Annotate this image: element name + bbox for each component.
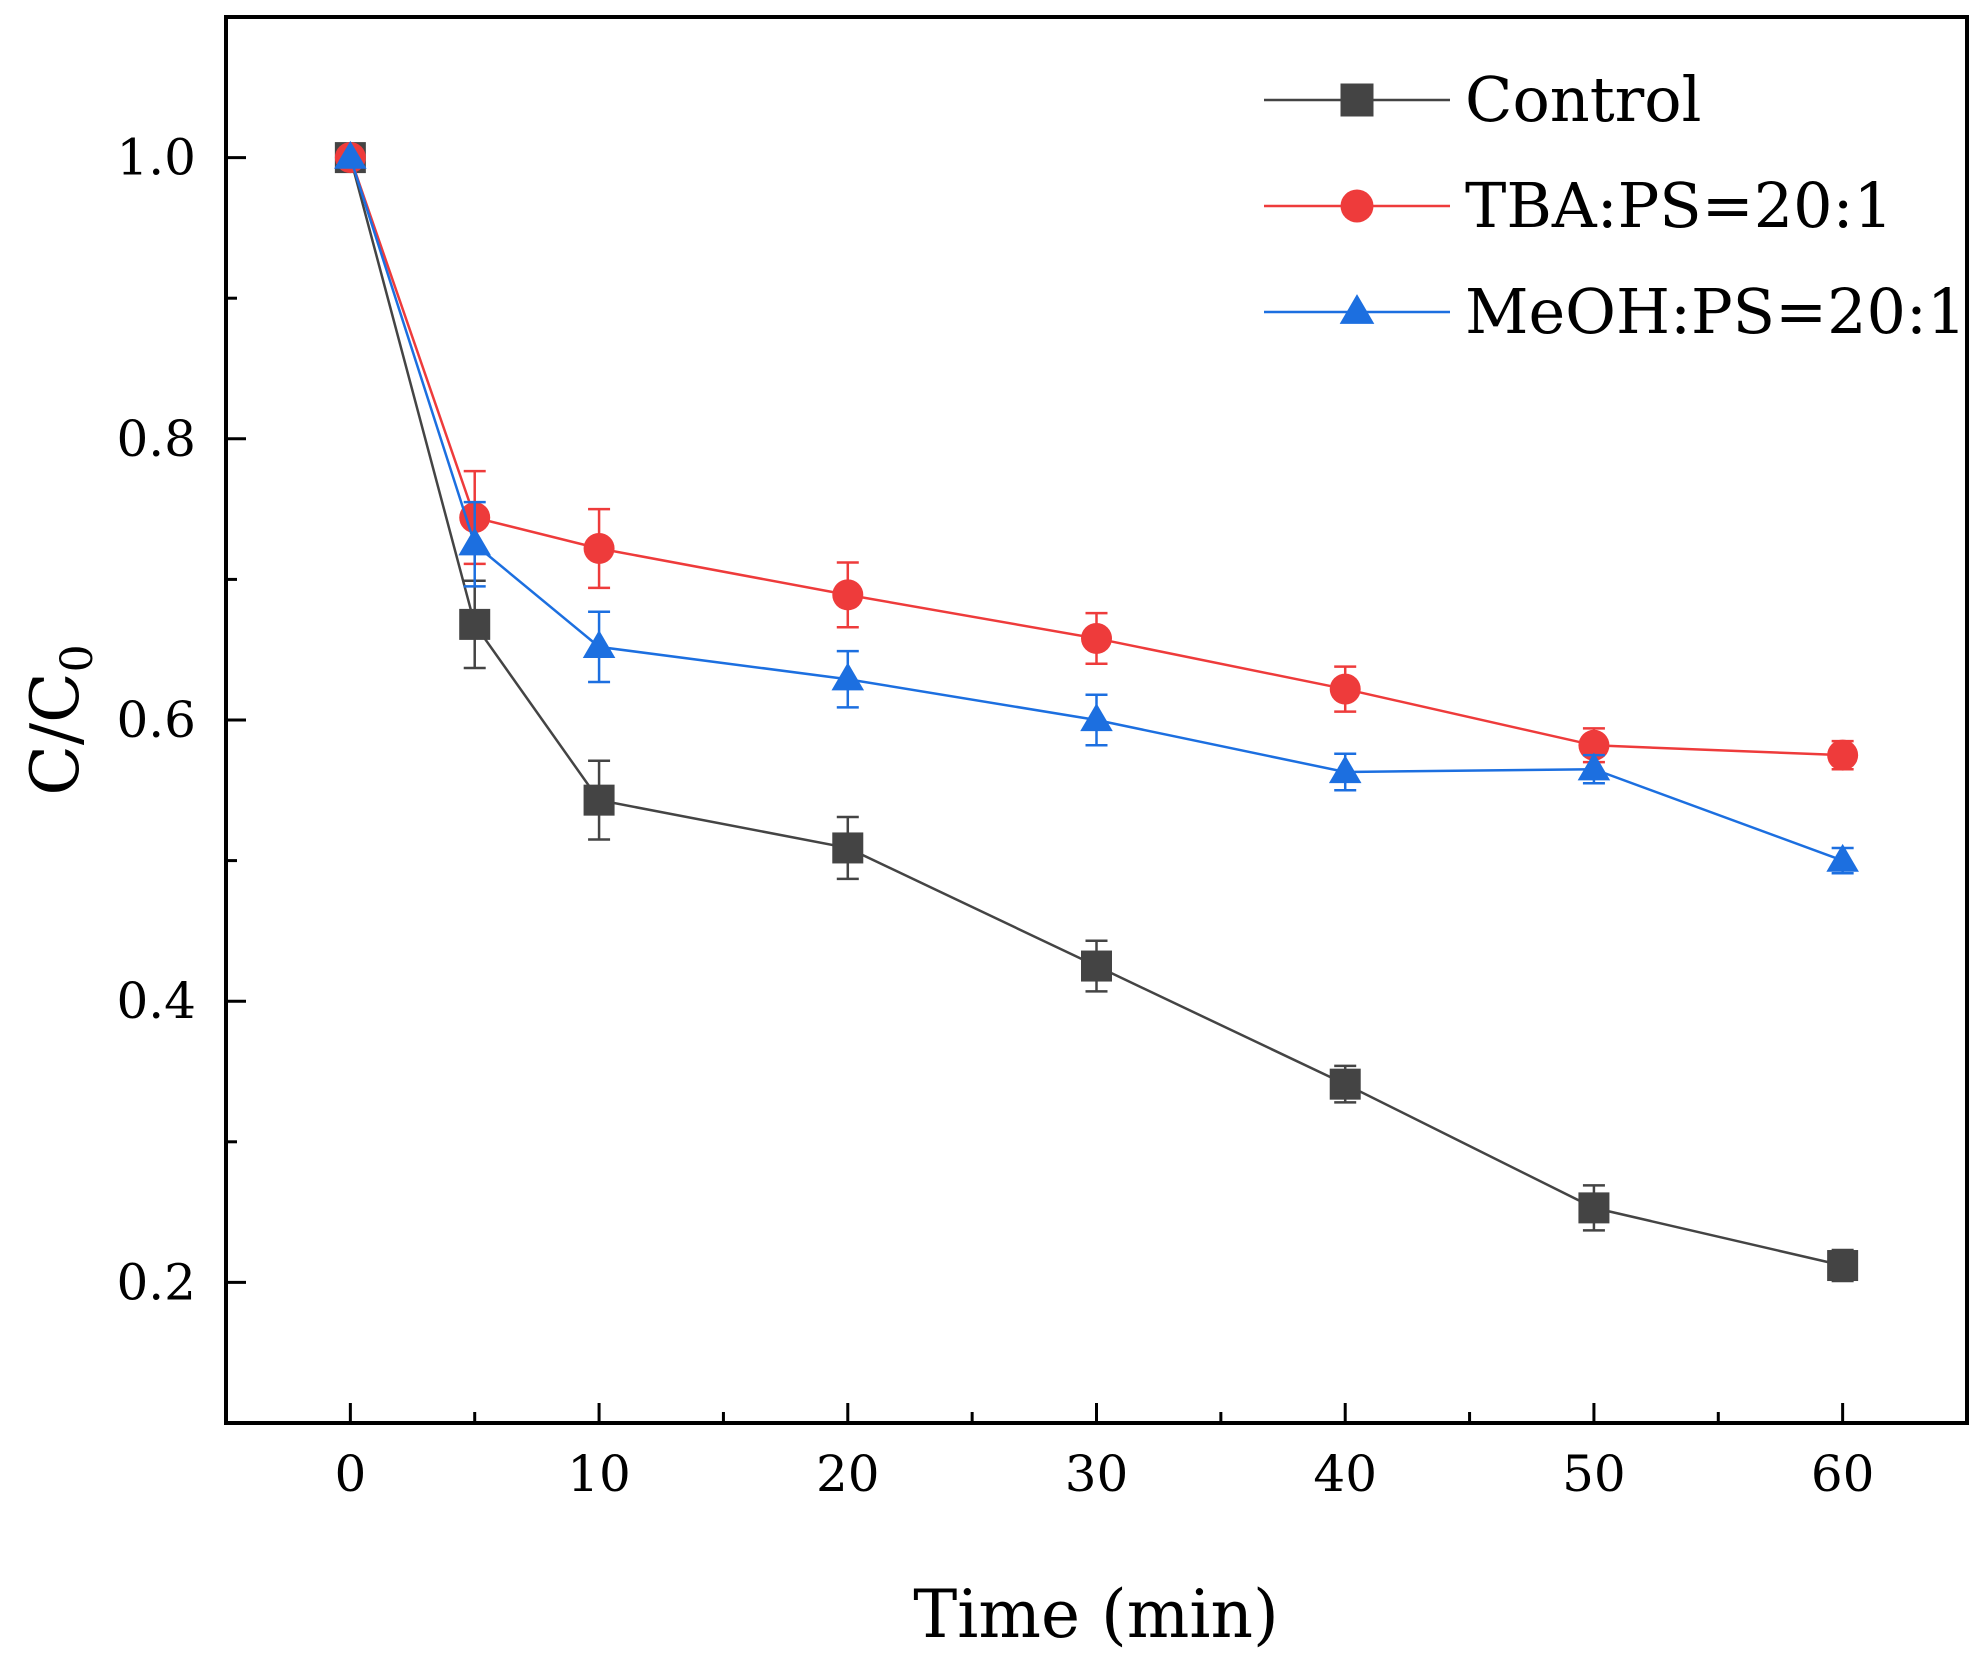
x-tick-label: 0 <box>334 1445 366 1503</box>
data-point-meoh <box>1826 843 1859 872</box>
y-axis-title-main: C/C <box>17 672 94 795</box>
legend-item-meoh: MeOH:PS=20:1 <box>1264 275 1966 348</box>
data-point-tba <box>1827 739 1859 771</box>
y-tick-label: 0.6 <box>116 691 196 749</box>
y-tick-label: 0.2 <box>116 1253 196 1311</box>
data-point-control <box>1827 1250 1859 1282</box>
x-axis-title: Time (min) <box>913 1576 1278 1653</box>
legend-label-tba: TBA:PS=20:1 <box>1465 169 1893 242</box>
y-axis-title-subscript: 0 <box>52 644 103 672</box>
data-point-tba <box>583 532 615 564</box>
series-layer <box>334 140 1859 1283</box>
x-tick-label: 40 <box>1313 1445 1377 1503</box>
x-tick-label: 60 <box>1811 1445 1875 1503</box>
data-point-meoh <box>1080 703 1113 732</box>
data-point-meoh <box>582 630 616 659</box>
data-point-tba <box>1329 673 1361 705</box>
data-point-control <box>1081 950 1112 982</box>
x-tick-label: 10 <box>567 1445 631 1503</box>
data-point-meoh <box>831 662 865 691</box>
data-point-control <box>1578 1192 1610 1224</box>
y-axis-title: C/C0 <box>17 644 103 795</box>
data-point-control <box>459 608 491 640</box>
legend-marker-tba <box>1340 189 1374 223</box>
data-point-tba <box>832 579 864 611</box>
series-line-meoh <box>349 157 1844 862</box>
data-point-tba <box>1578 729 1610 761</box>
y-tick-label: 1.0 <box>116 129 196 187</box>
data-point-control <box>832 832 864 864</box>
series-meoh <box>334 140 1859 875</box>
series-line-control <box>349 157 1843 1267</box>
data-point-control <box>1329 1068 1361 1100</box>
x-tick-label: 20 <box>816 1445 880 1503</box>
legend-marker-meoh <box>1339 294 1375 324</box>
data-point-meoh <box>1328 755 1362 784</box>
legend-label-meoh: MeOH:PS=20:1 <box>1465 275 1966 348</box>
data-point-control <box>583 784 615 816</box>
y-tick-label: 0.4 <box>116 972 196 1030</box>
data-point-meoh <box>334 140 367 169</box>
y-tick-label: 0.8 <box>116 410 196 468</box>
data-point-meoh <box>1577 752 1611 781</box>
legend-item-control: Control <box>1264 63 1701 136</box>
legend: Control TBA:PS=20:1 MeOH:PS=20:1 <box>1264 63 1966 348</box>
legend-item-tba: TBA:PS=20:1 <box>1264 169 1893 242</box>
legend-label-control: Control <box>1465 63 1701 136</box>
series-line-tba <box>349 157 1843 757</box>
x-tick-label: 50 <box>1562 1445 1626 1503</box>
data-point-tba <box>1081 622 1112 654</box>
series-tba <box>334 142 1859 771</box>
axes: 0 10 20 30 40 50 60 0.2 0.4 0.6 0.8 1.0 <box>116 129 1874 1503</box>
x-tick-label: 30 <box>1065 1445 1129 1503</box>
legend-marker-control <box>1340 83 1374 117</box>
data-point-meoh <box>458 527 491 556</box>
